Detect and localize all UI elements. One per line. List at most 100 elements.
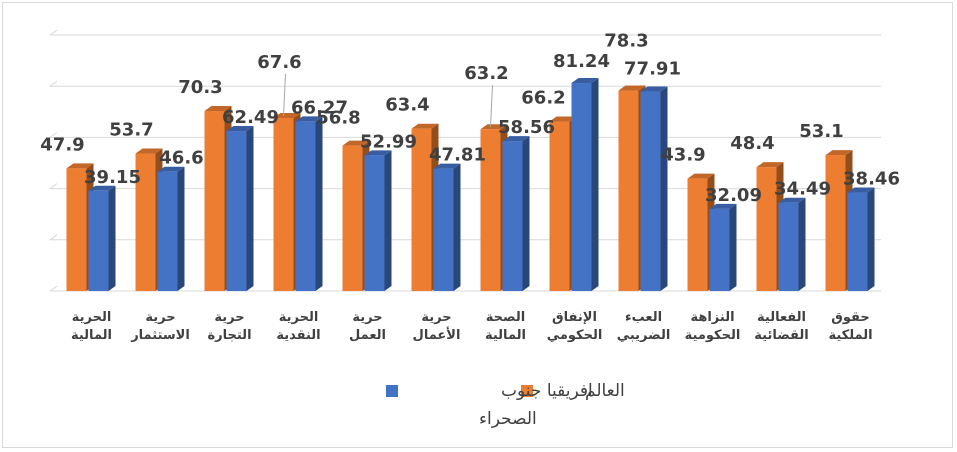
bar-ssa-top — [502, 136, 530, 142]
bar-ssa-front — [157, 171, 178, 291]
bar-ssa-side — [591, 78, 599, 291]
data-label-world: 66.2 — [521, 88, 565, 109]
bar-world-front — [549, 121, 570, 291]
bar-ssa — [571, 78, 599, 291]
data-label-ssa: 58.56 — [498, 117, 555, 138]
bar-ssa-front — [364, 155, 385, 291]
category-label: حقوق — [831, 310, 870, 325]
bar-ssa-side — [108, 185, 116, 291]
bar-ssa-top — [847, 187, 875, 193]
data-label-world: 70.3 — [178, 77, 222, 98]
bar-ssa-front — [640, 91, 661, 291]
bar-ssa — [847, 187, 875, 291]
category-label: العبء — [625, 310, 662, 325]
data-label-ssa: 46.6 — [159, 148, 203, 169]
bar-world-top — [204, 106, 232, 112]
bar-world-front — [135, 153, 156, 291]
bar-ssa-top — [157, 166, 185, 172]
data-labels: 53.1 38.46 48.4 34.49 43.932.09 78.3 77.91 66.2… — [40, 31, 900, 206]
bar-ssa-front — [571, 83, 592, 291]
category-label: حرية — [352, 310, 382, 325]
bar-ssa-top — [640, 86, 668, 92]
data-label-world: 48.4 — [730, 133, 774, 154]
bar-ssa — [433, 163, 461, 291]
bar-world-top — [687, 173, 715, 179]
category-label: حرية — [421, 310, 451, 325]
bar-ssa-front — [226, 131, 247, 291]
bar-ssa-top — [571, 78, 599, 84]
bar-world-top — [342, 140, 370, 146]
bar-world-front — [756, 167, 777, 291]
category-label: الفعالية — [757, 310, 806, 325]
data-label-ssa: 66.27 — [291, 97, 348, 118]
bar-world-front — [687, 178, 708, 291]
legend-swatch-world — [521, 385, 533, 397]
bar-ssa-top — [295, 116, 323, 122]
bar-ssa — [295, 116, 323, 291]
category-label: الصحة — [486, 310, 525, 325]
category-label: حرية — [145, 310, 175, 325]
bar-ssa-front — [295, 121, 316, 291]
data-label-ssa: 81.24 — [553, 51, 610, 72]
data-label-ssa: 39.15 — [84, 167, 141, 188]
data-label-ssa: 34.49 — [774, 179, 831, 200]
bar-chart: 53.1 38.46 48.4 34.49 43.932.09 78.3 77.91 66.2… — [40, 29, 900, 429]
bar-world-front — [204, 111, 225, 291]
data-label-world: 67.6 — [257, 52, 301, 73]
data-label-ssa: 52.99 — [360, 131, 417, 152]
data-label-world: 78.3 — [604, 31, 648, 52]
gridline-depth — [49, 131, 58, 138]
bar-ssa-side — [867, 187, 875, 291]
gridlines — [49, 29, 881, 292]
bar-ssa-front — [502, 141, 523, 291]
category-label: الحرية — [72, 310, 112, 325]
bar-world-front — [273, 117, 294, 291]
legend: العالم افريقيا جنوب الصحراء — [386, 381, 625, 429]
category-label: المالية — [71, 328, 112, 343]
data-label-world: 53.7 — [109, 120, 153, 141]
bar-world-top — [66, 163, 94, 169]
category-label: المالية — [485, 328, 526, 343]
data-label-world: 47.9 — [40, 134, 84, 155]
category-labels: حقوق الملكية الفعالية القضائية النزاهة الحكوم… — [71, 310, 873, 343]
bars — [66, 78, 875, 291]
legend-label-world: العالم — [585, 381, 625, 401]
leader-line — [490, 85, 493, 128]
bar-ssa-side — [660, 86, 668, 291]
bar-world-front — [411, 128, 432, 291]
gridline-depth — [49, 29, 58, 36]
bar-ssa-side — [729, 203, 737, 291]
category-label: الحرية — [279, 310, 319, 325]
leader-lines — [283, 73, 493, 128]
bar-ssa-front — [847, 192, 868, 291]
bar-ssa-front — [88, 190, 109, 291]
bar-world-top — [618, 85, 646, 91]
data-label-ssa: 47.81 — [429, 145, 486, 166]
bar-world-top — [135, 148, 163, 154]
bar-ssa-side — [177, 166, 185, 291]
bar-ssa-front — [778, 202, 799, 291]
data-label-world: 63.2 — [464, 63, 508, 84]
bar-ssa-side — [798, 197, 806, 291]
bar-ssa — [640, 86, 668, 291]
bar-ssa — [709, 203, 737, 291]
bar-ssa — [157, 166, 185, 291]
bar-ssa-top — [226, 126, 254, 132]
bar-ssa-top — [364, 150, 392, 156]
bar-ssa-front — [433, 168, 454, 291]
bar-world-top — [480, 124, 508, 130]
bar-world-top — [411, 123, 439, 129]
bar-ssa — [364, 150, 392, 291]
bar-ssa-top — [88, 185, 116, 191]
bar-world-front — [342, 145, 363, 291]
bar-ssa-top — [778, 197, 806, 203]
category-label: الاستثمار — [130, 328, 190, 343]
data-label-world: 43.9 — [661, 145, 705, 166]
bar-world-front — [66, 168, 87, 291]
legend-label-ssa-line1: افريقيا جنوب — [501, 381, 593, 401]
bar-world-top — [273, 112, 301, 118]
category-label: القضائية — [754, 328, 808, 343]
bar-ssa-side — [315, 116, 323, 291]
bar-ssa-side — [384, 150, 392, 291]
